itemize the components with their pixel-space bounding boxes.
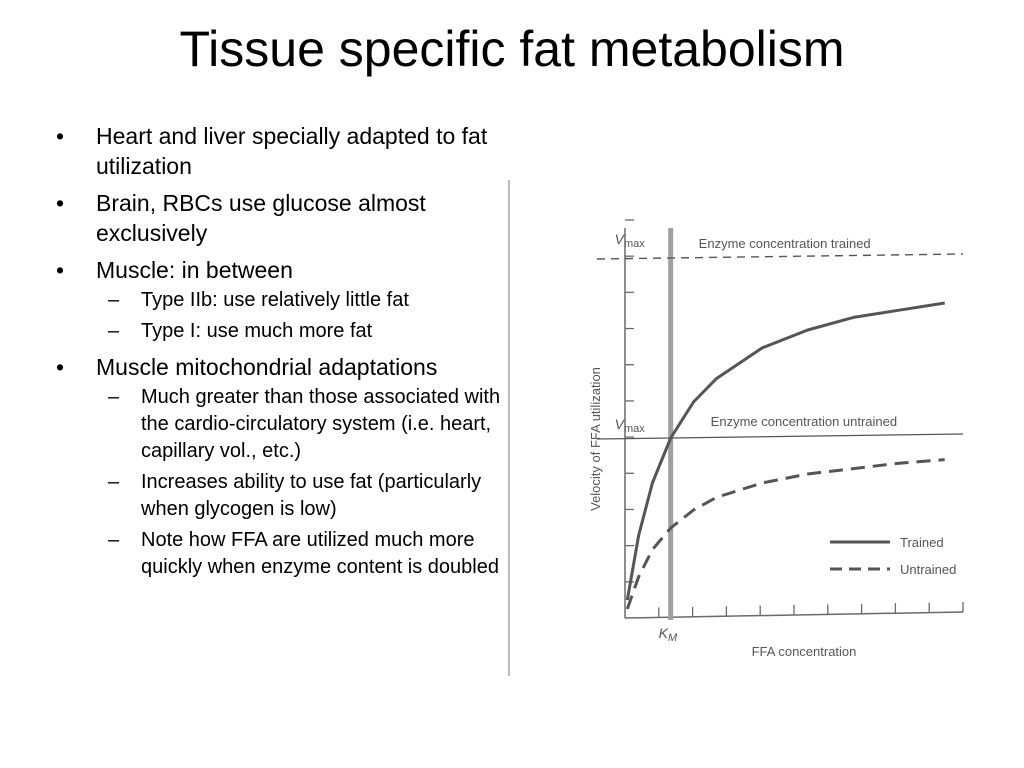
- bullet-dot: •: [56, 190, 65, 216]
- sub-bullet-item: – Note how FFA are utilized much more qu…: [96, 527, 516, 581]
- sub-bullet-text: Note how FFA are utilized much more quic…: [141, 529, 499, 578]
- bullet-text: Muscle: in between: [96, 257, 293, 283]
- ffa-chart: Velocity of FFA utilization FFA concentr…: [508, 180, 964, 676]
- legend-label-untrained: Untrained: [900, 562, 956, 577]
- bullet-dot: •: [56, 354, 65, 380]
- vmax-line-trained: [596, 253, 964, 260]
- sub-bullet-dash: –: [108, 529, 120, 551]
- sub-bullet-list: – Type IIb: use relatively little fat – …: [96, 287, 516, 345]
- bullet-text: Brain, RBCs use glucose almost exclusive…: [96, 190, 426, 246]
- sub-bullet-dash: –: [108, 320, 120, 342]
- bullet-text: Heart and liver specially adapted to fat…: [96, 123, 488, 179]
- annotation-untrained: Enzyme concentration untrained: [711, 414, 897, 429]
- vmax-label-trained: Vmax: [615, 231, 646, 250]
- sub-bullet-item: – Type IIb: use relatively little fat: [96, 287, 516, 314]
- sub-bullet-text: Type I: use much more fat: [141, 320, 373, 342]
- x-axis-label: FFA concentration: [752, 644, 857, 659]
- bullet-item: • Brain, RBCs use glucose almost exclusi…: [56, 188, 516, 248]
- annotation-trained: Enzyme concentration trained: [699, 236, 871, 251]
- vmax-v: V: [615, 416, 626, 432]
- ffa-chart-figure: Velocity of FFA utilization FFA concentr…: [508, 180, 980, 680]
- bullet-dot: •: [56, 257, 65, 283]
- series-line-trained: [625, 301, 945, 601]
- sub-bullet-dash: –: [108, 471, 120, 493]
- sub-bullet-item: – Increases ability to use fat (particul…: [96, 469, 516, 523]
- series-line-untrained: [625, 458, 945, 610]
- vmax-sub: max: [624, 423, 645, 435]
- sub-bullet-item: – Type I: use much more fat: [96, 318, 516, 345]
- sub-bullet-dash: –: [108, 386, 120, 408]
- sub-bullet-text: Increases ability to use fat (particular…: [141, 471, 482, 520]
- sub-bullet-text: Much greater than those associated with …: [141, 386, 501, 462]
- legend-label-trained: Trained: [900, 535, 944, 550]
- sub-bullet-list: – Much greater than those associated wit…: [96, 384, 516, 581]
- vmax-sub: max: [624, 238, 645, 250]
- vmax-v: V: [615, 231, 626, 247]
- km-tick-label: KM: [659, 625, 678, 644]
- bullet-text: Muscle mitochondrial adaptations: [96, 354, 438, 380]
- km-sub: M: [668, 632, 678, 644]
- bullet-dot: •: [56, 123, 65, 149]
- sub-bullet-item: – Much greater than those associated wit…: [96, 384, 516, 465]
- bullet-item: • Heart and liver specially adapted to f…: [56, 121, 516, 181]
- chart-legend: Trained Untrained: [830, 535, 956, 577]
- sub-bullet-dash: –: [108, 289, 120, 311]
- bullet-list: • Heart and liver specially adapted to f…: [56, 121, 516, 588]
- slide-title: Tissue specific fat metabolism: [179, 21, 845, 77]
- sub-bullet-text: Type IIb: use relatively little fat: [141, 289, 409, 311]
- km-k: K: [659, 625, 669, 641]
- vmax-label-untrained: Vmax: [615, 416, 646, 435]
- bullet-item: • Muscle: in between – Type IIb: use rel…: [56, 255, 516, 345]
- vmax-line-untrained: [596, 433, 964, 440]
- y-axis-label: Velocity of FFA utilization: [588, 367, 603, 511]
- bullet-item: • Muscle mitochondrial adaptations – Muc…: [56, 352, 516, 581]
